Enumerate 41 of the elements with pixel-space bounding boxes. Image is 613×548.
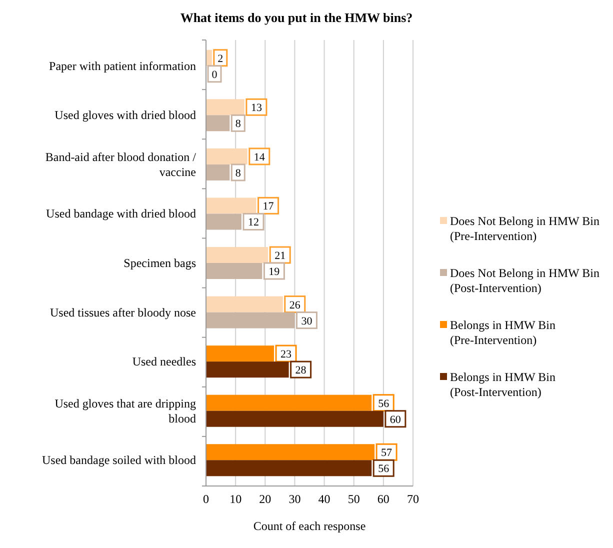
x-tick-label: 20 — [259, 492, 272, 506]
data-label: 8 — [235, 118, 242, 130]
y-tick-label: Used tissues after bloody nose — [50, 305, 196, 320]
legend-label: Belongs in HMW Bin (Pre-Intervention) — [450, 318, 556, 347]
data-label: 28 — [295, 364, 307, 377]
data-label: 0 — [212, 68, 218, 81]
legend-label: Does Not Belong in HMW Bin (Pre-Intervention) — [450, 214, 600, 243]
x-tick-label: 70 — [407, 492, 419, 506]
x-tick-label: 60 — [377, 492, 390, 506]
x-tick-label: 50 — [348, 492, 360, 506]
data-label: 19 — [268, 266, 280, 278]
data-label: 14 — [254, 151, 266, 164]
y-tick-label: Paper with patient information — [49, 58, 196, 73]
data-label: 56 — [378, 463, 390, 476]
chart-title: What items do you put in the HMW bins? — [180, 10, 413, 25]
x-tick-label: 30 — [288, 492, 301, 506]
data-label: 60 — [390, 414, 402, 426]
y-tick-label: Used gloves that are dripping blood — [54, 396, 196, 426]
y-tick-label: Used bandage soiled with blood — [42, 453, 196, 468]
legend-label: Belongs in HMW Bin (Post-Intervention) — [450, 370, 556, 399]
y-tick-label: Used gloves with dried blood — [54, 108, 196, 122]
data-label: 23 — [280, 348, 292, 361]
data-label: 30 — [301, 315, 313, 328]
data-label: 57 — [381, 447, 393, 460]
data-label: 8 — [235, 167, 242, 180]
y-tick-label: Specimen bags — [124, 256, 196, 270]
data-label: 26 — [289, 299, 301, 312]
x-tick-label: 0 — [203, 492, 209, 506]
data-label: 17 — [262, 200, 274, 213]
x-tick-label: 40 — [318, 492, 330, 506]
data-label: 12 — [248, 216, 259, 229]
x-axis-title: Count of each response — [253, 519, 366, 533]
legend-label: Does Not Belong in HMW Bin (Post-Intervention) — [450, 266, 600, 295]
y-tick-label: Used bandage with dried blood — [46, 206, 196, 221]
y-tick-label: Used needles — [132, 354, 196, 369]
data-label: 13 — [250, 102, 262, 114]
data-label: 21 — [274, 250, 286, 262]
x-tick-label: 10 — [230, 492, 242, 506]
data-label: 56 — [378, 398, 390, 410]
y-tick-label: Band-aid after blood donation / vaccine — [45, 150, 197, 179]
data-label: 2 — [218, 52, 224, 65]
